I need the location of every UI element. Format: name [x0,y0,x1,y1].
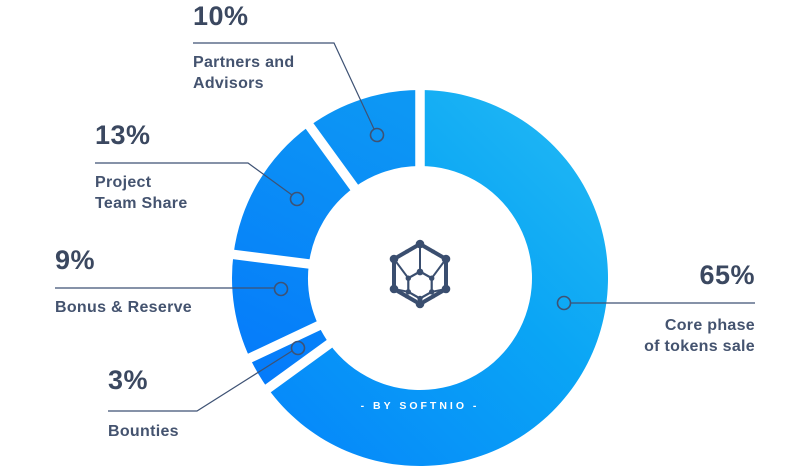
leader-marker-circle [369,127,385,143]
network-cube-icon [389,239,451,309]
percent-bounties: 3% [108,365,149,395]
callout-leader-lines [55,42,755,412]
percent-project-team-share: 13% [95,120,151,150]
leader-marker-circle [273,281,289,297]
donut-slices [232,90,608,466]
slice-gaps [223,81,425,398]
percent-core-phase: 65% [699,260,755,290]
leader-marker-circle [289,191,305,207]
slice-gap [257,334,340,398]
leader-marker-circle [556,295,572,311]
brand-note: - BY SOFTNIO - [360,400,480,412]
percent-bonus-reserve: 9% [55,245,96,275]
donut-slice-core-phase-of-tokens-sale [267,90,608,466]
label-bounties: Bounties [108,423,179,440]
label-core-phase: Core phase of tokens sale [644,317,755,355]
leader-line [95,162,293,196]
donut-slice-bounties [249,325,330,389]
slice-gap [239,317,329,367]
slice-gap [223,248,319,270]
leader-line [193,42,375,130]
label-partners-advisors: Partners and Advisors [193,54,295,92]
slice-gap [300,115,364,198]
leader-marker-circle [290,340,306,356]
donut-slice-project-team-share [233,125,355,264]
percent-partners-advisors: 10% [193,1,249,31]
leader-line [108,350,293,412]
label-project-team-share: Project Team Share [95,174,188,212]
label-bonus-reserve: Bonus & Reserve [55,299,192,316]
